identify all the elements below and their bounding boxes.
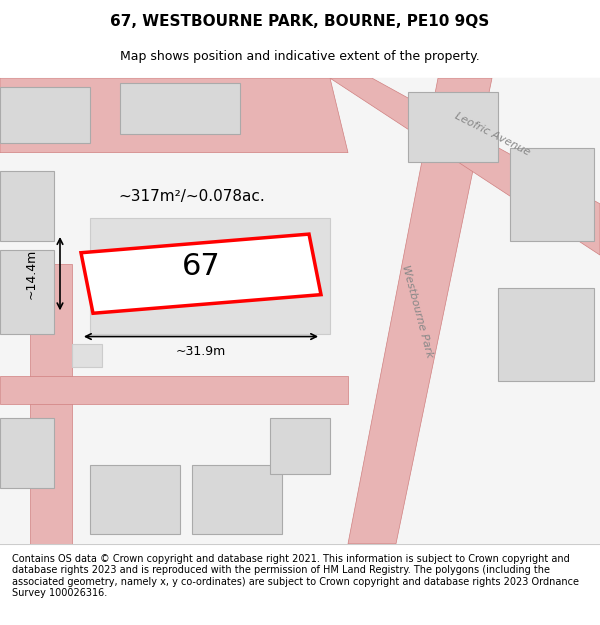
Text: Westbourne Park: Westbourne Park (400, 264, 434, 358)
Bar (0, 251, 54, 334)
Bar (0, 418, 54, 488)
Bar (0, 88, 90, 143)
Bar (90, 217, 330, 334)
Bar (192, 464, 282, 534)
Bar (510, 148, 594, 241)
Polygon shape (0, 78, 600, 544)
Polygon shape (0, 376, 348, 404)
Bar (72, 344, 102, 367)
Text: Contains OS data © Crown copyright and database right 2021. This information is : Contains OS data © Crown copyright and d… (12, 554, 579, 598)
Bar (90, 464, 180, 534)
Polygon shape (30, 264, 72, 544)
Bar (498, 288, 594, 381)
Text: 67: 67 (182, 253, 220, 281)
Text: ~317m²/~0.078ac.: ~317m²/~0.078ac. (119, 189, 265, 204)
Bar (270, 418, 330, 474)
Polygon shape (81, 234, 321, 313)
Text: ~14.4m: ~14.4m (25, 249, 38, 299)
Text: Map shows position and indicative extent of the property.: Map shows position and indicative extent… (120, 50, 480, 62)
Text: 67, WESTBOURNE PARK, BOURNE, PE10 9QS: 67, WESTBOURNE PARK, BOURNE, PE10 9QS (110, 14, 490, 29)
Bar (408, 92, 498, 162)
Bar (120, 82, 240, 134)
Bar (0, 171, 54, 241)
Text: ~31.9m: ~31.9m (176, 346, 226, 358)
Polygon shape (330, 78, 600, 255)
Polygon shape (0, 78, 348, 152)
Text: Leofric Avenue: Leofric Avenue (452, 111, 532, 158)
Polygon shape (348, 78, 492, 544)
